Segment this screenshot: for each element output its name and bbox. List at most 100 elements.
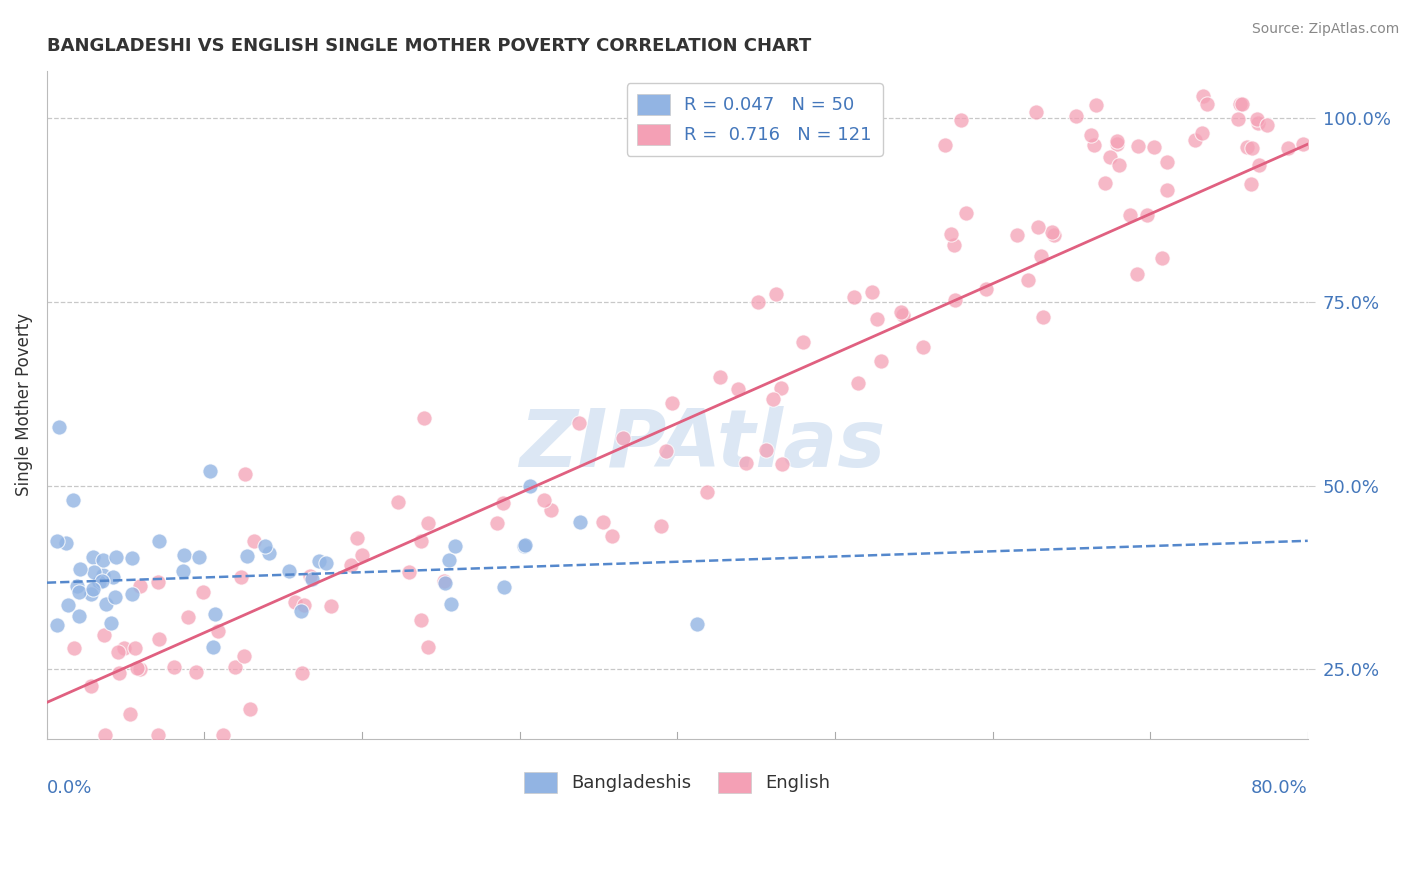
Point bbox=[416, 640, 439, 654]
Point bbox=[299, 569, 322, 583]
Point bbox=[755, 442, 778, 457]
Point bbox=[301, 572, 323, 586]
Point bbox=[48, 420, 70, 434]
Point bbox=[1241, 141, 1264, 155]
Point bbox=[443, 539, 465, 553]
Text: 0.0%: 0.0% bbox=[46, 780, 93, 797]
Point bbox=[1119, 208, 1142, 222]
Point bbox=[224, 659, 246, 673]
Point bbox=[58, 598, 80, 612]
Point bbox=[308, 553, 330, 567]
Point bbox=[198, 464, 221, 478]
Legend: Bangladeshis, English: Bangladeshis, English bbox=[513, 761, 841, 804]
Point bbox=[519, 479, 541, 493]
Point bbox=[118, 706, 141, 721]
Point bbox=[1156, 183, 1178, 197]
Point bbox=[173, 548, 195, 562]
Y-axis label: Single Mother Poverty: Single Mother Poverty bbox=[15, 313, 32, 497]
Point bbox=[201, 640, 224, 655]
Point bbox=[1256, 119, 1278, 133]
Point bbox=[1094, 176, 1116, 190]
Point bbox=[177, 610, 200, 624]
Point bbox=[121, 551, 143, 566]
Point bbox=[515, 538, 537, 552]
Point bbox=[911, 341, 934, 355]
Text: ZIPAtlas: ZIPAtlas bbox=[519, 406, 886, 484]
Point bbox=[976, 282, 998, 296]
Point bbox=[1230, 97, 1253, 112]
Point bbox=[1085, 97, 1108, 112]
Point bbox=[163, 660, 186, 674]
Point bbox=[94, 597, 117, 611]
Point bbox=[709, 370, 731, 384]
Point bbox=[148, 575, 170, 590]
Point bbox=[45, 533, 67, 548]
Point bbox=[486, 516, 509, 530]
Point bbox=[765, 287, 787, 301]
Point bbox=[278, 564, 301, 578]
Point bbox=[1128, 139, 1150, 153]
Text: Source: ZipAtlas.com: Source: ZipAtlas.com bbox=[1251, 22, 1399, 37]
Point bbox=[184, 665, 207, 679]
Text: 80.0%: 80.0% bbox=[1251, 780, 1308, 797]
Point bbox=[727, 382, 749, 396]
Point bbox=[949, 113, 972, 128]
Point bbox=[747, 295, 769, 310]
Point bbox=[103, 570, 125, 584]
Point bbox=[243, 533, 266, 548]
Point bbox=[82, 550, 104, 565]
Point bbox=[398, 566, 420, 580]
Point bbox=[890, 304, 912, 318]
Point bbox=[1143, 139, 1166, 153]
Point bbox=[319, 599, 342, 614]
Point bbox=[193, 584, 215, 599]
Point bbox=[437, 553, 460, 567]
Point bbox=[934, 138, 956, 153]
Point bbox=[1108, 158, 1130, 172]
Point bbox=[146, 728, 169, 742]
Point bbox=[172, 564, 194, 578]
Point bbox=[1066, 109, 1088, 123]
Point bbox=[413, 411, 436, 425]
Point bbox=[1040, 225, 1063, 239]
Point bbox=[891, 309, 914, 323]
Point bbox=[1126, 267, 1149, 281]
Point bbox=[93, 628, 115, 642]
Point bbox=[112, 640, 135, 655]
Point bbox=[696, 484, 718, 499]
Point bbox=[941, 227, 963, 241]
Point bbox=[650, 518, 672, 533]
Point bbox=[238, 702, 260, 716]
Point bbox=[124, 640, 146, 655]
Point bbox=[253, 539, 276, 553]
Point bbox=[231, 569, 253, 583]
Point bbox=[568, 416, 591, 430]
Point bbox=[769, 381, 792, 395]
Point bbox=[1025, 104, 1047, 119]
Point bbox=[1083, 138, 1105, 153]
Point bbox=[346, 531, 368, 545]
Point bbox=[866, 312, 889, 326]
Point bbox=[211, 728, 233, 742]
Point bbox=[121, 587, 143, 601]
Point bbox=[1277, 141, 1299, 155]
Point bbox=[105, 550, 128, 565]
Point bbox=[352, 548, 374, 562]
Point bbox=[655, 444, 678, 458]
Point bbox=[434, 576, 457, 591]
Point bbox=[1105, 136, 1128, 151]
Point bbox=[290, 604, 312, 618]
Point bbox=[592, 515, 614, 529]
Text: BANGLADESHI VS ENGLISH SINGLE MOTHER POVERTY CORRELATION CHART: BANGLADESHI VS ENGLISH SINGLE MOTHER POV… bbox=[46, 37, 811, 55]
Point bbox=[1098, 150, 1121, 164]
Point bbox=[943, 293, 966, 307]
Point bbox=[1080, 128, 1102, 142]
Point bbox=[1032, 310, 1054, 324]
Point bbox=[1152, 251, 1174, 265]
Point bbox=[602, 529, 624, 543]
Point bbox=[792, 335, 814, 350]
Point bbox=[67, 584, 90, 599]
Point bbox=[82, 582, 104, 597]
Point bbox=[387, 495, 409, 509]
Point bbox=[661, 396, 683, 410]
